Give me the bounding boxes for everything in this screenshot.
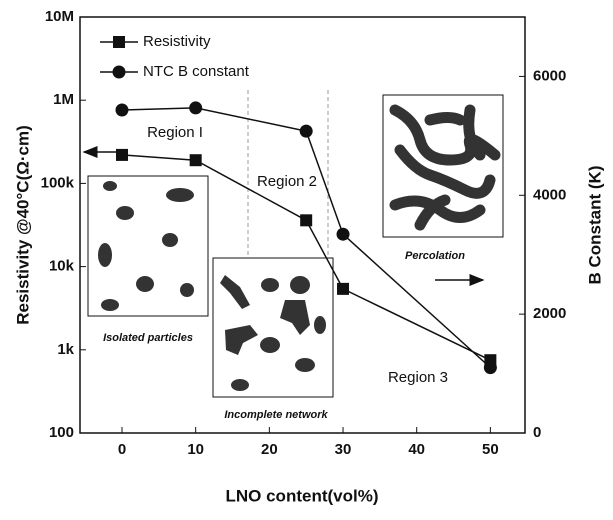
legend-label: NTC B constant — [143, 63, 250, 80]
y2-tick-label: 4000 — [533, 186, 566, 203]
inset-isolated — [87, 175, 209, 317]
x-tick-label: 0 — [118, 441, 126, 458]
annotation: Region 3 — [388, 369, 448, 386]
point — [483, 361, 497, 375]
y-tick-label: 100k — [41, 174, 75, 191]
legend-marker — [112, 65, 126, 79]
inset-percolation — [382, 94, 504, 238]
point — [337, 282, 350, 295]
annotation: Isolated particles — [103, 332, 193, 344]
point — [300, 214, 313, 227]
annotation: Region 2 — [257, 173, 317, 190]
y2-tick-label: 2000 — [533, 305, 566, 322]
x-tick-label: 50 — [482, 441, 499, 458]
annotation: Region I — [147, 124, 203, 141]
y-axis-label: Resistivity @40°C(Ω·cm) — [13, 125, 32, 325]
plot-frame — [79, 16, 526, 434]
y-tick-label: 1k — [57, 341, 74, 358]
y2-axis-label: B Constant (K) — [585, 166, 604, 285]
point — [189, 154, 202, 167]
y-tick-label: 1M — [53, 91, 74, 108]
legend-label: Resistivity — [143, 33, 211, 50]
y-tick-label: 100 — [49, 424, 74, 441]
legend-marker — [113, 36, 125, 48]
annotation: Percolation — [405, 250, 465, 262]
point — [189, 101, 203, 115]
x-tick-label: 30 — [335, 441, 352, 458]
x-tick-label: 20 — [261, 441, 278, 458]
point — [336, 227, 350, 241]
x-tick-label: 40 — [408, 441, 425, 458]
y-tick-label: 10M — [45, 8, 74, 25]
point — [299, 124, 313, 138]
point — [115, 103, 129, 117]
annotation: Incomplete network — [224, 409, 328, 421]
y2-tick-label: 6000 — [533, 67, 566, 84]
x-tick-label: 10 — [187, 441, 204, 458]
y-tick-label: 10k — [49, 258, 75, 275]
y2-tick-label: 0 — [533, 424, 541, 441]
inset-incomplete — [212, 257, 334, 398]
x-axis-label: LNO content(vol%) — [226, 486, 379, 505]
point — [115, 148, 128, 161]
